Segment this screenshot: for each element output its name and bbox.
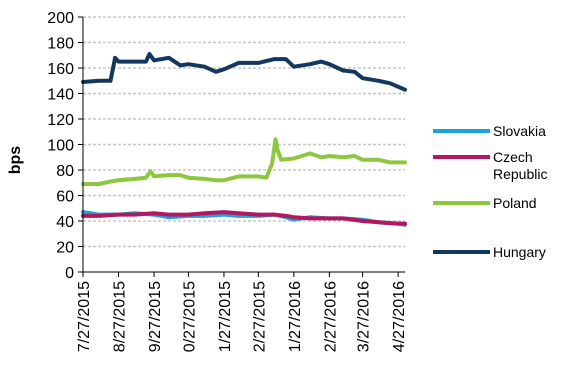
- gridlines: [83, 16, 405, 248]
- x-tick-label: 7/27/2015: [76, 281, 93, 352]
- y-tick-label: 100: [47, 138, 74, 155]
- legend-label: Slovakia: [493, 123, 546, 139]
- legend-label: Hungary: [493, 244, 546, 260]
- series-line-hungary: [81, 52, 407, 92]
- y-axis-title: bps: [7, 146, 24, 175]
- legend-label: Republic: [493, 166, 547, 182]
- y-tick-label: 180: [47, 36, 74, 53]
- y-tick-label: 0: [65, 265, 74, 282]
- y-tick-label: 40: [56, 214, 74, 231]
- legend-label: Poland: [493, 195, 537, 211]
- x-tick-label: 2/27/2016: [322, 281, 339, 352]
- x-tick-label: 1/27/2015: [217, 281, 234, 352]
- y-tick-label: 20: [56, 240, 74, 257]
- y-tick-label: 60: [56, 189, 74, 206]
- x-tick-label: 8/27/2015: [112, 281, 129, 352]
- y-axis-ticks: 0 20 40 60 80 100 120 140 160 180 200: [47, 10, 83, 282]
- x-tick-label: 1/27/2016: [287, 281, 304, 352]
- series-line-poland: [81, 137, 407, 186]
- legend-label: Czech: [493, 149, 533, 165]
- y-tick-label: 120: [47, 112, 74, 129]
- series-lines: [81, 52, 407, 227]
- y-tick-label: 140: [47, 87, 74, 104]
- x-tick-label: 2/27/2015: [251, 281, 268, 352]
- y-tick-label: 200: [47, 10, 74, 27]
- x-tick-label: 9/27/2015: [147, 281, 164, 352]
- series-line-czech-republic: [81, 210, 407, 226]
- x-axis-ticks: 7/27/2015 8/27/2015 9/27/2015 0/27/2015 1/27…: [76, 272, 408, 352]
- x-tick-label: 0/27/2015: [181, 281, 198, 352]
- y-tick-label: 160: [47, 61, 74, 78]
- y-tick-label: 80: [56, 163, 74, 180]
- x-tick-label: 4/27/2016: [391, 281, 408, 352]
- x-tick-label: 3/27/2016: [356, 281, 373, 352]
